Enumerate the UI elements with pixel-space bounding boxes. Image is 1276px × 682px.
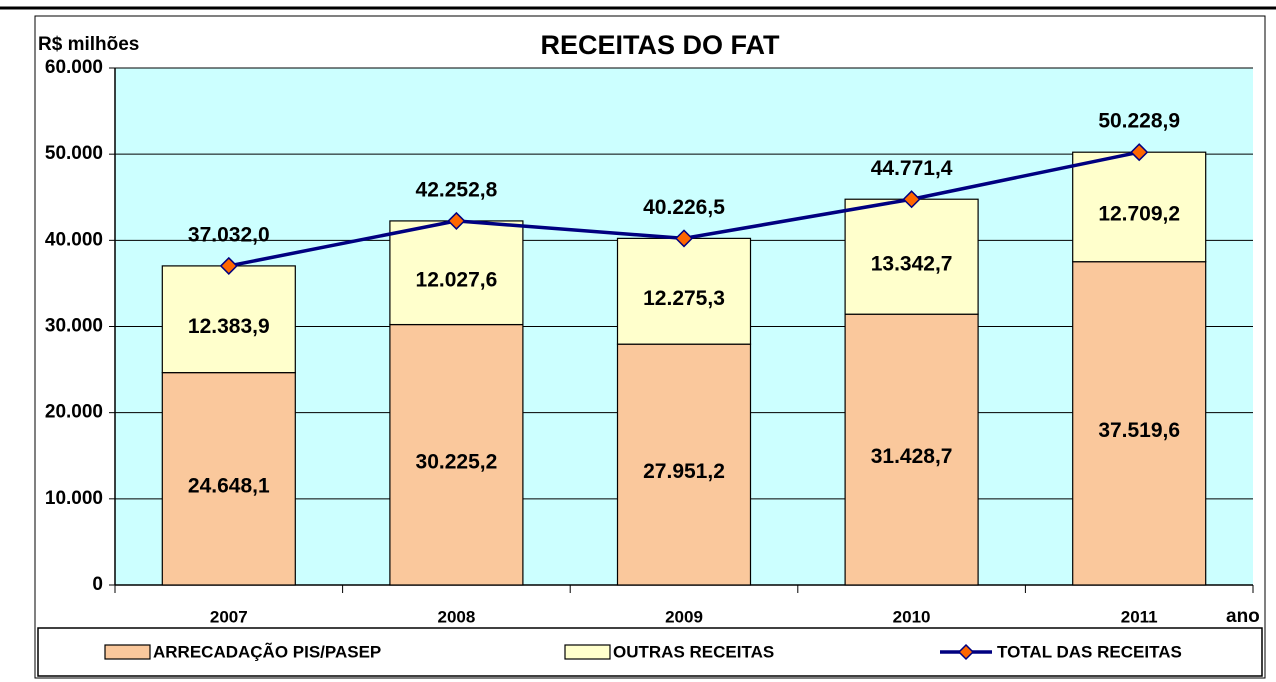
value-label: 12.275,3 xyxy=(643,287,725,310)
bar-segment xyxy=(389,323,524,586)
x-tick-label: 2010 xyxy=(893,607,931,626)
legend-box xyxy=(37,627,1263,677)
y-tick-label: 20.000 xyxy=(45,402,103,423)
legend-label: ARRECADAÇÃO PIS/PASEP xyxy=(153,641,381,661)
legend-label: OUTRAS RECEITAS xyxy=(613,642,774,661)
y-tick-label: 10.000 xyxy=(45,488,103,509)
bar-segment xyxy=(844,313,979,586)
total-marker xyxy=(447,211,466,230)
chart-frame xyxy=(34,15,1266,679)
total-label: 37.032,0 xyxy=(188,223,270,246)
total-marker xyxy=(219,256,238,275)
bar-segment xyxy=(1072,261,1207,586)
chart-title: RECEITAS DO FAT xyxy=(540,30,780,60)
total-marker xyxy=(1130,143,1149,162)
legend-swatch xyxy=(564,644,611,660)
total-marker xyxy=(902,190,921,209)
bar-segment xyxy=(389,220,524,326)
x-tick-label: 2009 xyxy=(665,607,703,626)
y-tick-label: 30.000 xyxy=(45,316,103,337)
y-axis-label: R$ milhões xyxy=(38,34,139,55)
value-label: 24.648,1 xyxy=(188,474,270,497)
value-label: 30.225,2 xyxy=(416,450,498,473)
y-tick-label: 40.000 xyxy=(45,229,103,250)
total-label: 50.228,9 xyxy=(1098,110,1180,133)
y-tick-label: 50.000 xyxy=(45,143,103,164)
value-label: 12.383,9 xyxy=(188,315,270,338)
value-label: 12.027,6 xyxy=(416,268,498,291)
x-axis-label: ano xyxy=(1226,606,1260,627)
legend-swatch xyxy=(104,644,151,660)
total-marker xyxy=(674,229,694,248)
total-label: 44.771,4 xyxy=(871,157,953,180)
bar-segment xyxy=(616,343,752,586)
total-label: 40.226,5 xyxy=(643,196,725,219)
bar-segment xyxy=(161,372,296,586)
value-label: 12.709,2 xyxy=(1098,202,1180,225)
total-label: 42.252,8 xyxy=(416,178,498,201)
bar-segment xyxy=(161,265,296,374)
legend-marker xyxy=(957,643,975,661)
x-tick-label: 2007 xyxy=(210,607,248,626)
bar-segment xyxy=(616,237,752,345)
value-label: 37.519,6 xyxy=(1098,419,1180,442)
y-tick-label: 0 xyxy=(92,574,103,595)
value-label: 31.428,7 xyxy=(871,445,953,468)
legend-label: TOTAL DAS RECEITAS xyxy=(997,642,1182,661)
x-tick-label: 2008 xyxy=(437,607,475,626)
value-label: 13.342,7 xyxy=(871,252,953,275)
value-label: 27.951,2 xyxy=(643,460,725,483)
x-tick-label: 2011 xyxy=(1121,607,1158,626)
y-tick-label: 60.000 xyxy=(45,57,103,78)
